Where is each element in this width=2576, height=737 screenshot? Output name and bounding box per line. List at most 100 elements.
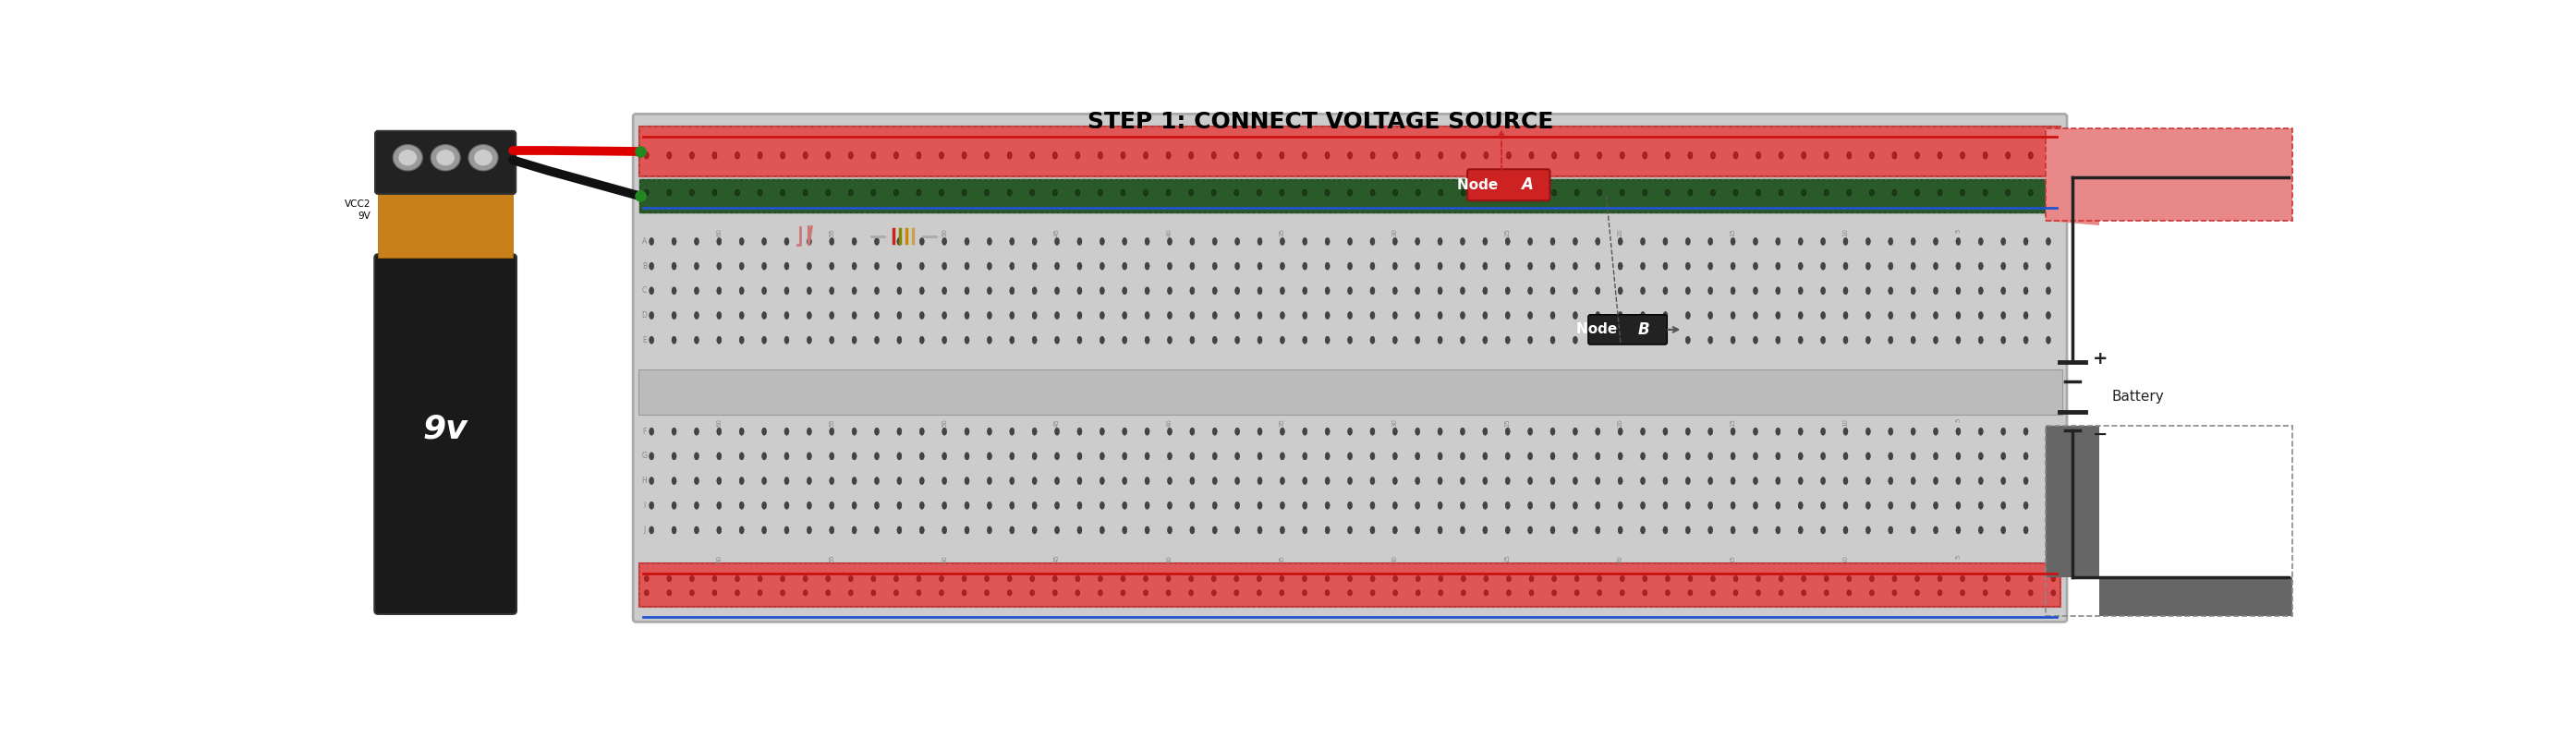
Ellipse shape (1780, 590, 1783, 595)
Ellipse shape (1484, 152, 1489, 159)
Bar (639, 180, 2061, 212)
Ellipse shape (1551, 312, 1556, 319)
Ellipse shape (1893, 590, 1896, 595)
Text: 5: 5 (1955, 419, 1960, 422)
Ellipse shape (1414, 427, 1419, 436)
Ellipse shape (1574, 576, 1579, 581)
Ellipse shape (1595, 526, 1600, 534)
Ellipse shape (1167, 336, 1172, 343)
Ellipse shape (1123, 238, 1126, 245)
Ellipse shape (963, 336, 969, 343)
Bar (799, 221, 811, 227)
Ellipse shape (1824, 576, 1829, 581)
Ellipse shape (1484, 312, 1486, 319)
Ellipse shape (1844, 453, 1847, 460)
Ellipse shape (1685, 312, 1690, 319)
Ellipse shape (1685, 453, 1690, 460)
Ellipse shape (943, 427, 948, 436)
Ellipse shape (1144, 152, 1149, 159)
Text: C: C (641, 287, 647, 295)
Ellipse shape (1121, 590, 1126, 595)
Ellipse shape (1280, 287, 1285, 295)
Ellipse shape (1888, 336, 1893, 343)
Ellipse shape (1097, 590, 1103, 595)
Ellipse shape (806, 262, 811, 270)
Ellipse shape (1461, 590, 1466, 595)
Ellipse shape (1347, 453, 1352, 460)
Text: D: D (641, 311, 647, 320)
Ellipse shape (1821, 287, 1826, 295)
Ellipse shape (1234, 590, 1239, 595)
Ellipse shape (1077, 502, 1082, 509)
Ellipse shape (1955, 312, 1960, 319)
Text: 55: 55 (829, 419, 835, 427)
Ellipse shape (1870, 576, 1875, 581)
Ellipse shape (1528, 526, 1533, 534)
Ellipse shape (2007, 189, 2009, 196)
Ellipse shape (762, 477, 768, 484)
Ellipse shape (1978, 477, 1984, 484)
Ellipse shape (1775, 287, 1780, 295)
Ellipse shape (1734, 189, 1739, 196)
Ellipse shape (1757, 590, 1759, 595)
Ellipse shape (1754, 453, 1757, 460)
Ellipse shape (1484, 336, 1486, 343)
Ellipse shape (690, 590, 696, 595)
Ellipse shape (1054, 453, 1059, 460)
Ellipse shape (1708, 526, 1713, 534)
Ellipse shape (1347, 312, 1352, 319)
Text: 40: 40 (1167, 228, 1172, 237)
Ellipse shape (2025, 312, 2027, 319)
Ellipse shape (1437, 238, 1443, 245)
Ellipse shape (1955, 262, 1960, 270)
Ellipse shape (829, 477, 835, 484)
Ellipse shape (871, 189, 876, 196)
Ellipse shape (762, 526, 768, 534)
FancyBboxPatch shape (1589, 315, 1667, 345)
Ellipse shape (1664, 526, 1667, 534)
Ellipse shape (1775, 312, 1780, 319)
Ellipse shape (786, 502, 788, 509)
Ellipse shape (1844, 477, 1847, 484)
Ellipse shape (1641, 312, 1646, 319)
Ellipse shape (1801, 590, 1806, 595)
Ellipse shape (1574, 262, 1577, 270)
Ellipse shape (786, 287, 788, 295)
Ellipse shape (917, 590, 922, 595)
Ellipse shape (1754, 336, 1757, 343)
Text: 30: 30 (1391, 555, 1399, 563)
Ellipse shape (1417, 576, 1419, 581)
Ellipse shape (1370, 576, 1376, 581)
Ellipse shape (672, 477, 677, 484)
Ellipse shape (1844, 262, 1847, 270)
Ellipse shape (1664, 189, 1669, 196)
Ellipse shape (690, 576, 696, 581)
Ellipse shape (1437, 477, 1443, 484)
Ellipse shape (963, 526, 969, 534)
Ellipse shape (1347, 427, 1352, 436)
Ellipse shape (786, 238, 788, 245)
Ellipse shape (1121, 189, 1126, 196)
Ellipse shape (806, 238, 811, 245)
Ellipse shape (1865, 526, 1870, 534)
Ellipse shape (1870, 590, 1875, 595)
Ellipse shape (804, 189, 809, 196)
Ellipse shape (1280, 189, 1285, 196)
Ellipse shape (1097, 152, 1103, 159)
Text: 9v: 9v (422, 413, 469, 445)
Ellipse shape (1234, 477, 1239, 484)
Ellipse shape (1847, 152, 1852, 159)
Ellipse shape (474, 150, 492, 166)
Ellipse shape (716, 287, 721, 295)
Ellipse shape (1551, 262, 1556, 270)
Ellipse shape (1955, 502, 1960, 509)
Ellipse shape (1030, 576, 1036, 581)
Ellipse shape (1914, 576, 1919, 581)
Ellipse shape (1528, 336, 1533, 343)
Ellipse shape (1821, 262, 1826, 270)
Polygon shape (2045, 426, 2293, 616)
Ellipse shape (1484, 576, 1489, 581)
Ellipse shape (1211, 590, 1216, 595)
Ellipse shape (804, 152, 809, 159)
Ellipse shape (829, 312, 835, 319)
